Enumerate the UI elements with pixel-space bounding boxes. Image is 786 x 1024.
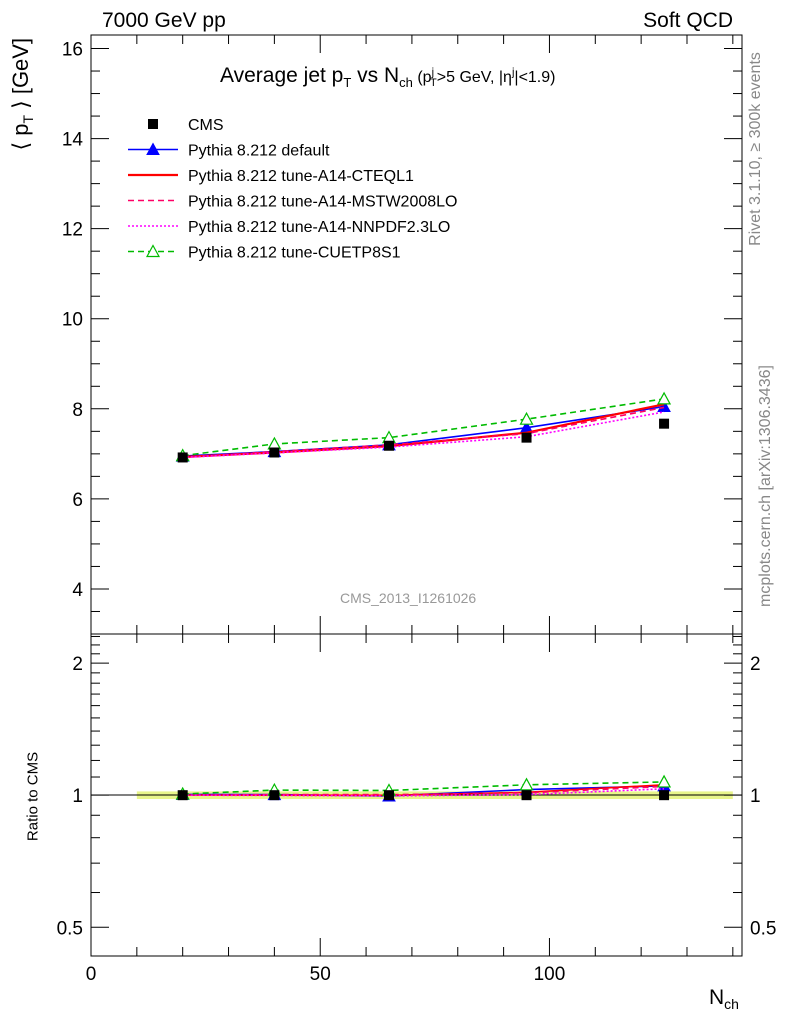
y-tick-label: 16 [62, 40, 83, 61]
legend-marker [145, 244, 161, 258]
main-series-point [267, 436, 282, 450]
y-tick-label: 12 [62, 220, 83, 241]
legend-label: Pythia 8.212 tune-A14-CTEQL1 [188, 168, 414, 185]
ratio-cms-point [383, 790, 394, 801]
title-cut2-sup: j [511, 66, 515, 79]
legend: CMS Pythia 8.212 default Pythia 8.212 tune… [128, 117, 457, 262]
ratio-y-tick-label: 0.5 [57, 918, 83, 939]
main-series-line [182, 406, 665, 459]
main-series-point [519, 411, 534, 425]
main-series-point [657, 391, 672, 405]
ratio-y-tick-label-right: 2 [750, 654, 761, 675]
legend-label: Pythia 8.212 tune-A14-MSTW2008LO [188, 194, 457, 211]
axis-ticks [90, 35, 742, 956]
analysis-label: CMS_2013_I1261026 [340, 590, 477, 606]
cms-data-point [269, 447, 280, 458]
legend-label: Pythia 8.212 default [188, 143, 330, 160]
process-label: Soft QCD [643, 9, 733, 32]
cms-data-point [659, 418, 670, 429]
x-axis-label-sub: ch [724, 996, 739, 1013]
legend-label: CMS [188, 117, 224, 134]
ratio-cms-point [659, 790, 670, 801]
y-tick-label: 10 [62, 310, 83, 331]
y-tick-label: 14 [62, 130, 84, 151]
legend-marker [148, 119, 158, 129]
chart-title: Average jet pT vs Nch (pjT>5 GeV, |ηj|<1… [220, 64, 555, 90]
ratio-y-tick-label: 2 [72, 654, 83, 675]
ratio-cms-point [269, 790, 280, 801]
main-series [175, 391, 672, 463]
x-axis-label-main: N [709, 986, 725, 1009]
ratio-series-point [657, 774, 672, 788]
cms-data-point [177, 452, 188, 463]
legend-marker [146, 142, 160, 155]
title-cut1-sup: j [431, 66, 435, 79]
x-tick-label: 100 [534, 964, 566, 985]
ratio-cms-point [521, 790, 532, 801]
x-axis-label: Nch [709, 986, 739, 1012]
title-main-sub: T [343, 75, 352, 91]
ratio-y-tick-label-right: 0.5 [750, 918, 776, 939]
ratio-cms-point [177, 790, 188, 801]
main-series-line [182, 405, 665, 457]
y-tick-label: 8 [72, 400, 83, 421]
legend-label: Pythia 8.212 tune-CUETP8S1 [188, 245, 401, 262]
ratio-series [175, 774, 672, 802]
main-series-line [182, 411, 665, 459]
title-cut3: |<1.9) [514, 69, 556, 86]
cms-data-point [521, 432, 532, 443]
ratio-y-tick-label: 1 [72, 786, 83, 807]
ratio-series-line [182, 788, 665, 797]
ratio-y-tick-label-right: 1 [750, 786, 761, 807]
y-tick-label: 6 [72, 490, 83, 511]
title-vs-sub: ch [399, 75, 413, 91]
x-tick-label: 0 [86, 964, 97, 985]
x-tick-label: 50 [310, 964, 331, 985]
main-series-line [182, 403, 665, 459]
title-cut1-sub: T [430, 77, 437, 90]
y-tick-label: 4 [72, 580, 83, 601]
title-vs: vs N [351, 64, 400, 87]
title-main: Average jet p [220, 64, 344, 87]
ratio-series-point [519, 777, 534, 791]
title-cut2: >5 GeV, |η [436, 69, 512, 86]
title-cut1: (p [412, 69, 432, 86]
main-series-line [182, 398, 665, 457]
cms-data-point [383, 440, 394, 451]
ratio-series-line [182, 781, 665, 795]
legend-label: Pythia 8.212 tune-A14-NNPDF2.3LO [188, 219, 450, 236]
energy-label: 7000 GeV pp [102, 9, 226, 32]
